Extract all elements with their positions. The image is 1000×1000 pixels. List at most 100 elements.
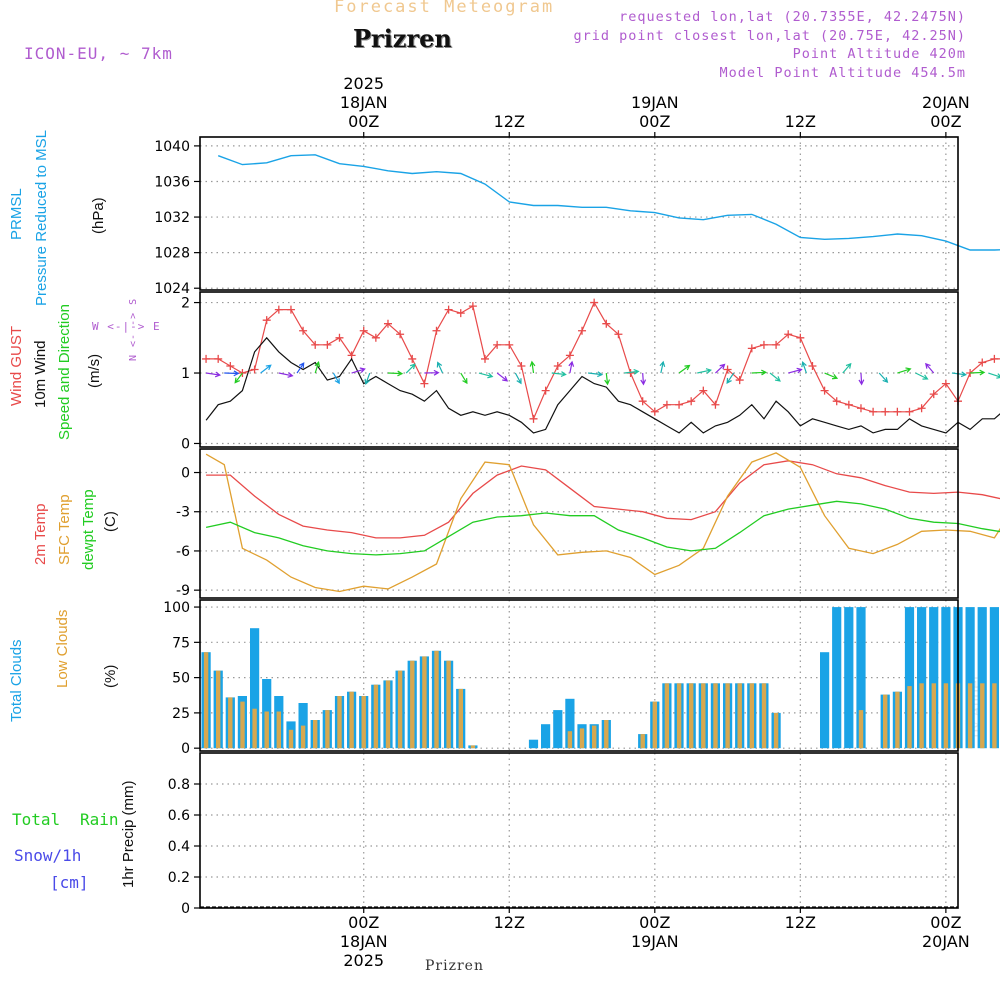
low-clouds-bar xyxy=(652,701,657,749)
pressure-ytick-label: 1040 xyxy=(154,139,190,155)
wind-gust-marker xyxy=(396,330,405,339)
wind-ytick-label: 2 xyxy=(181,296,190,312)
low-clouds-bar xyxy=(567,731,573,749)
low-clouds-bar xyxy=(931,683,936,749)
top-time-label: 20JAN xyxy=(922,93,970,112)
wind-gust-marker xyxy=(784,330,793,339)
low-clouds-bar xyxy=(737,683,742,749)
total-clouds-bar xyxy=(929,607,939,749)
bottom-time-label: 20JAN xyxy=(922,932,970,951)
wind-direction-arrow xyxy=(551,371,567,377)
wind-gust-marker xyxy=(978,358,987,367)
wind-direction-arrow xyxy=(715,363,726,374)
low-clouds-bar xyxy=(216,670,221,749)
wind-direction-arrow xyxy=(624,368,640,375)
wind-direction-arrow xyxy=(364,372,371,385)
low-clouds-bar xyxy=(252,708,257,749)
pressure-panel: 1024 1028 1032 1036 1040 xyxy=(154,136,1000,297)
clouds-panel: 0 25 50 75 100 xyxy=(163,599,999,757)
clouds-ytick-label: 0 xyxy=(181,741,190,757)
wind-direction-arrow xyxy=(988,372,1000,379)
bottom-time-label: 00Z xyxy=(930,913,961,932)
wind-direction-arrow xyxy=(970,369,986,376)
wind-gust-marker xyxy=(856,404,865,413)
wind-gust-marker xyxy=(638,397,647,406)
bottom-time-label: 2025 xyxy=(343,951,384,970)
wind-direction-arrow xyxy=(496,372,509,382)
low-clouds-bar xyxy=(689,683,694,749)
wind-gust-marker xyxy=(602,319,611,328)
wind-gust-marker xyxy=(759,340,768,349)
wind-gust-marker xyxy=(335,333,344,342)
precip-ytick-label: 0.6 xyxy=(168,808,190,824)
clouds-ytick-label: 50 xyxy=(172,671,190,687)
wind-direction-arrow xyxy=(224,370,240,377)
top-time-label: 12Z xyxy=(785,112,816,131)
wind-gust-marker xyxy=(735,376,744,385)
wind-gust-marker xyxy=(869,407,878,416)
precip-ytick-label: 0.2 xyxy=(168,870,190,886)
prmsl-line xyxy=(217,154,1000,251)
wind-direction-arrow xyxy=(769,372,781,382)
low-clouds-bar xyxy=(943,683,949,749)
low-clouds-bar xyxy=(349,691,354,749)
low-clouds-bar xyxy=(664,683,670,749)
total-clouds-bar xyxy=(965,607,975,749)
low-clouds-bar xyxy=(967,683,973,749)
precip-ytick-label: 0.8 xyxy=(168,777,190,793)
wind-direction-arrow xyxy=(726,372,735,384)
total-clouds-bar xyxy=(856,607,866,749)
total-clouds-bar xyxy=(989,607,999,749)
low-clouds-bar xyxy=(895,691,900,749)
wind-gust-marker xyxy=(359,326,368,335)
pressure-plot xyxy=(217,154,1000,251)
bottom-time-label: 12Z xyxy=(785,913,816,932)
total-clouds-bar xyxy=(541,724,551,749)
top-time-label: 19JAN xyxy=(631,93,679,112)
wind-direction-arrow xyxy=(436,361,444,374)
wind-gust-marker xyxy=(553,361,562,370)
bottom-time-label: 19JAN xyxy=(631,932,679,951)
wind-gust-marker xyxy=(844,400,853,409)
wind-direction-arrow xyxy=(604,372,611,386)
wind-gust-marker xyxy=(262,316,271,325)
low-clouds-bar xyxy=(240,701,245,749)
wind-direction-arrow xyxy=(925,362,935,374)
wind-direction-arrow xyxy=(351,367,366,374)
temperature-ytick-label: -6 xyxy=(176,544,190,560)
wind-direction-arrow xyxy=(640,372,647,386)
low-clouds-bar xyxy=(640,734,645,749)
low-clouds-bar xyxy=(397,670,403,749)
total-clouds-bar xyxy=(250,628,260,749)
top-time-label: 00Z xyxy=(348,112,379,131)
wind-plot xyxy=(202,298,1000,434)
low-clouds-bar xyxy=(713,683,718,749)
wind-direction-arrow xyxy=(314,360,321,374)
low-clouds-bar xyxy=(385,680,391,749)
wind-gust-marker xyxy=(274,305,283,314)
wind-gust-marker xyxy=(529,414,538,423)
precip-cm-label: [cm] xyxy=(50,873,89,892)
wind-direction-arrow xyxy=(588,371,604,378)
low-clouds-bar xyxy=(701,683,706,749)
top-time-label: 00Z xyxy=(930,112,961,131)
low-clouds-bar xyxy=(907,686,912,749)
wind-gust-line xyxy=(206,301,1000,421)
low-clouds-bar xyxy=(604,720,609,749)
wind-direction-arrow xyxy=(915,372,929,380)
clouds-plot xyxy=(201,607,999,749)
wind-gust-marker xyxy=(456,309,465,318)
low-clouds-bar xyxy=(725,683,730,749)
wind-gust-marker xyxy=(796,333,805,342)
wind-direction-arrow xyxy=(234,372,243,384)
wind-direction-arrow xyxy=(205,371,222,378)
wind-gust-marker xyxy=(420,379,429,388)
temperature-plot xyxy=(205,452,1000,593)
low-clouds-bar xyxy=(288,729,294,749)
wind-direction-arrow xyxy=(332,372,340,385)
wind-gust-marker xyxy=(578,326,587,335)
wind-direction-arrow xyxy=(751,369,768,376)
bottom-time-label: 00Z xyxy=(348,913,379,932)
temperature-panel: 0 -3 -6 -9 xyxy=(176,448,1000,599)
